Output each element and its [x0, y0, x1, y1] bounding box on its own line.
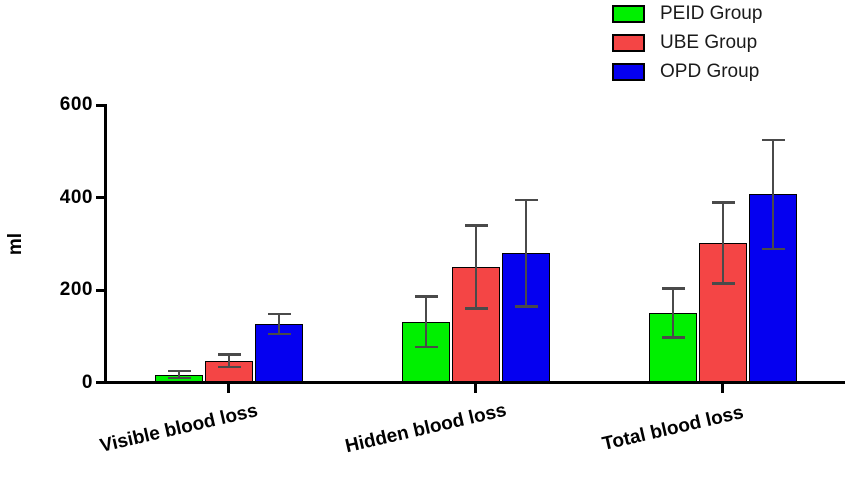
error-bar-line [524, 199, 528, 307]
error-bar-cap-bottom [267, 332, 291, 336]
legend-item-opd: OPD Group [612, 62, 762, 82]
error-bar-line [177, 370, 181, 379]
error-bar-cap-bottom [217, 365, 241, 369]
legend-item-ube: UBE Group [612, 33, 762, 53]
y-tick-label-200: 200 [59, 279, 93, 300]
x-tick-mark [227, 384, 230, 393]
error-bar-cap-bottom [464, 307, 488, 310]
x-tick-mark [721, 384, 724, 393]
error-bar-line [277, 313, 281, 335]
legend-label-ube: UBE Group [660, 32, 758, 53]
y-tick-mark [96, 196, 105, 199]
error-bar-line [671, 288, 675, 338]
y-tick-mark [96, 104, 105, 107]
error-bar-cap-top [761, 138, 785, 142]
legend-label-peid: PEID Group [660, 3, 763, 24]
error-bar-cap-bottom [514, 305, 538, 308]
error-bar-cap-top [464, 224, 488, 227]
error-bar-cap-top [167, 369, 191, 373]
error-bar-line [721, 202, 725, 284]
x-axis-line [104, 381, 845, 384]
category-label-hidden: Hidden blood loss [343, 399, 509, 458]
category-label-total: Total blood loss [600, 402, 746, 455]
y-tick-mark [96, 381, 105, 384]
error-bar-cap-top [661, 287, 685, 290]
y-tick-label-400: 400 [59, 187, 93, 208]
error-bar-cap-bottom [661, 336, 685, 339]
error-bar-cap-bottom [414, 345, 438, 349]
x-tick-mark [474, 384, 477, 393]
y-tick-label-0: 0 [81, 372, 93, 393]
error-bar-line [227, 354, 231, 368]
error-bar-line [771, 139, 775, 250]
error-bar-cap-bottom [167, 376, 191, 380]
y-axis-title: ml [5, 232, 26, 256]
error-bar-cap-top [217, 353, 241, 356]
legend-label-opd: OPD Group [660, 61, 760, 82]
y-tick-mark [96, 289, 105, 292]
error-bar-cap-top [267, 312, 291, 316]
legend: PEID Group UBE Group OPD Group [612, 4, 762, 91]
error-bar-cap-top [711, 201, 735, 204]
legend-item-peid: PEID Group [612, 4, 762, 24]
y-axis-line [104, 104, 107, 384]
error-bar-cap-top [514, 198, 538, 202]
error-bar-cap-top [414, 295, 438, 298]
legend-swatch-peid [612, 5, 645, 23]
y-tick-label-600: 600 [59, 94, 93, 115]
error-bar-line [474, 225, 478, 309]
error-bar-line [424, 296, 428, 348]
error-bar-cap-bottom [761, 247, 785, 251]
error-bar-cap-bottom [711, 282, 735, 285]
legend-swatch-ube [612, 34, 645, 52]
legend-swatch-opd [612, 63, 645, 81]
